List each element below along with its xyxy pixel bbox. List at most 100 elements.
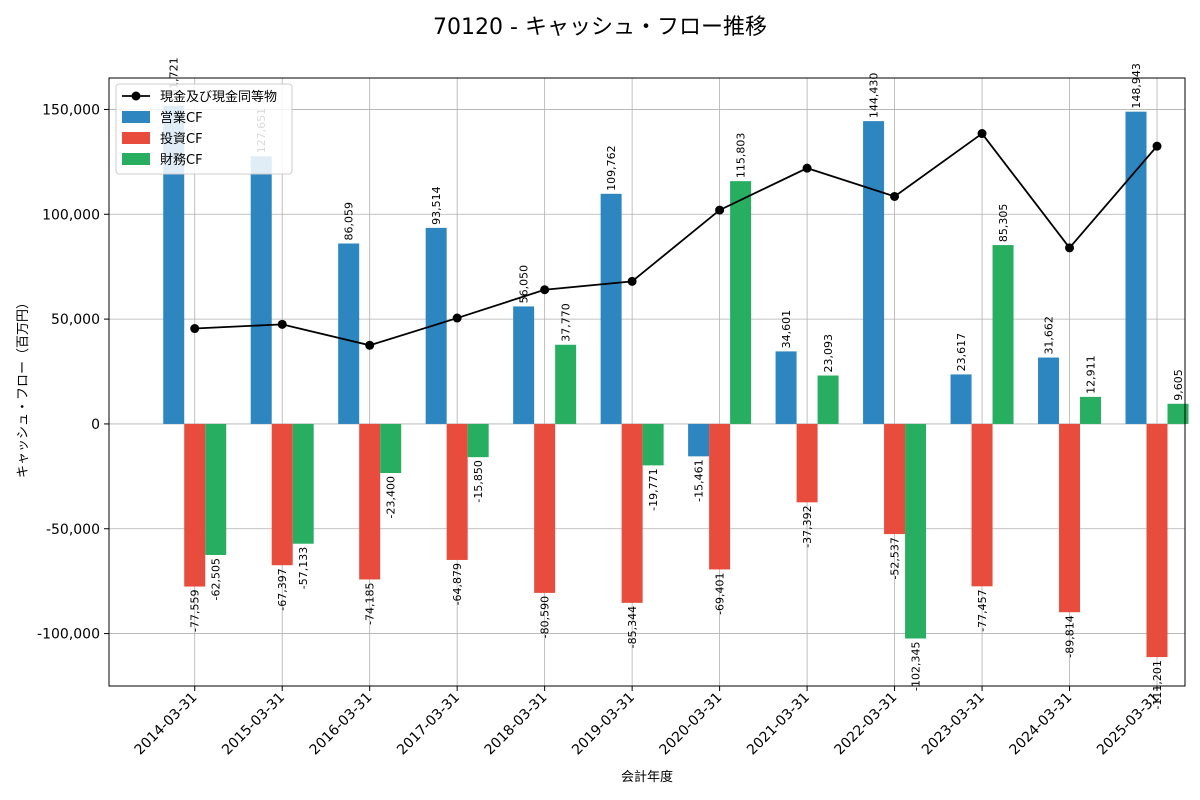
operating-cf-data-label: -15,461 [693,459,706,501]
financing-cf-data-label: 23,093 [822,334,835,373]
financing-cf-data-label: 85,305 [997,204,1010,242]
investing-cf-data-label: -74,185 [364,582,377,624]
x-tick-label: 2022-03-31 [832,690,901,759]
x-tick-label: 2023-03-31 [919,690,988,759]
investing-cf-bar [1146,423,1168,658]
operating-cf-bar [1125,111,1147,424]
operating-cf-data-label: 144,430 [868,73,881,119]
x-tick-label: 2017-03-31 [394,690,463,759]
investing-cf-bar [621,423,643,603]
operating-cf-bar [600,193,622,424]
operating-cf-data-label: 148,943 [1130,63,1143,109]
y-tick-label: 0 [91,417,100,433]
operating-cf-bar [950,374,972,424]
operating-cf-bar [863,121,885,424]
financing-cf-bar [555,344,577,424]
operating-cf-data-label: 34,601 [780,310,793,349]
legend-bar-swatch [122,132,150,144]
cash-equivalents-point [1152,141,1162,151]
operating-cf-data-label: 86,059 [343,202,356,241]
operating-cf-data-label: 23,617 [955,333,968,372]
financing-cf-data-label: -102,345 [910,642,923,691]
financing-cf-bar [1080,396,1102,424]
financing-cf-bar [730,181,752,424]
x-tick-label: 2016-03-31 [307,690,376,759]
investing-cf-bar [1059,423,1081,613]
operating-cf-data-label: 56,050 [518,265,531,304]
x-tick-label: 2014-03-31 [132,690,201,759]
investing-cf-data-label: -77,559 [189,590,202,632]
investing-cf-data-label: -77,457 [976,589,989,631]
cash-equivalents-point [977,129,987,139]
operating-cf-data-label: 93,514 [430,186,443,225]
operating-cf-bar [338,243,360,424]
x-tick-label: 2018-03-31 [482,690,551,759]
operating-cf-bar [425,227,447,424]
line-layer [190,129,1162,350]
chart-title: 70120 - キャッシュ・フロー推移 [433,15,767,40]
cash-equivalents-point [365,340,375,350]
financing-cf-bar [905,423,927,639]
investing-cf-data-label: -37,392 [801,505,814,547]
operating-cf-bar [775,351,797,424]
cash-equivalents-point [802,163,812,173]
x-tick-label: 2024-03-31 [1007,690,1076,759]
bar-layer [163,105,1189,658]
x-tick-label: 2015-03-31 [219,690,288,759]
financing-cf-data-label: 115,803 [735,133,748,179]
x-tick-label: 2021-03-31 [744,690,813,759]
cash-equivalents-point [627,276,637,286]
cash-equivalents-point [540,285,550,295]
financing-cf-bar [992,245,1014,424]
financing-cf-bar [292,423,314,544]
x-tick-label: 2019-03-31 [569,690,638,759]
legend-bar-swatch [122,153,150,165]
financing-cf-data-label: -57,133 [297,547,310,589]
plot-frame [108,77,1186,687]
cash-equivalents-line [194,132,1158,347]
data-label-layer: 151,721127,65186,05993,51456,050109,762-… [168,57,1185,709]
legend-box [115,83,293,175]
y-tick-label: 150,000 [42,102,100,118]
investing-cf-data-label: -69,401 [714,572,727,614]
investing-cf-bar [271,423,293,566]
y-tick-label: -50,000 [46,522,100,538]
financing-cf-data-label: -23,400 [385,476,398,518]
operating-cf-bar [513,306,535,424]
legend-line-marker [131,91,141,101]
legend-entry-label: 投資CF [160,131,203,147]
legend-bar-swatch [122,111,150,123]
investing-cf-bar [709,423,731,570]
y-tick-label: -100,000 [37,627,100,643]
investing-cf-data-label: -89,814 [1064,615,1077,657]
operating-cf-data-label: 109,762 [605,145,618,191]
legend-entry-label: 営業CF [160,110,203,126]
y-tick-label: 50,000 [51,312,100,328]
operating-cf-bar [163,105,185,424]
investing-cf-data-label: -52,537 [889,537,902,579]
financing-cf-bar [1167,403,1189,424]
operating-cf-bar [250,156,272,424]
financing-cf-data-label: -62,505 [210,558,223,600]
operating-cf-bar [688,423,710,457]
financing-cf-bar [380,423,402,473]
investing-cf-bar [184,423,206,587]
operating-cf-bar [1038,357,1060,424]
investing-cf-bar [446,423,468,560]
investing-cf-bar [359,423,381,580]
financing-cf-data-label: 12,911 [1085,355,1098,394]
y-axis-title: キャッシュ・フロー（百万円） [16,296,31,478]
financing-cf-data-label: -15,850 [472,460,485,502]
cash-equivalents-point [190,324,200,334]
investing-cf-data-label: -111,201 [1151,660,1164,709]
investing-cf-bar [971,423,993,587]
legend-entry-label: 財務CF [160,153,203,168]
cash-equivalents-point [277,319,287,329]
financing-cf-data-label: 37,770 [560,303,573,342]
investing-cf-data-label: -64,879 [451,563,464,605]
investing-cf-bar [796,423,818,503]
investing-cf-data-label: -80,590 [539,596,552,638]
financing-cf-bar [467,423,489,458]
